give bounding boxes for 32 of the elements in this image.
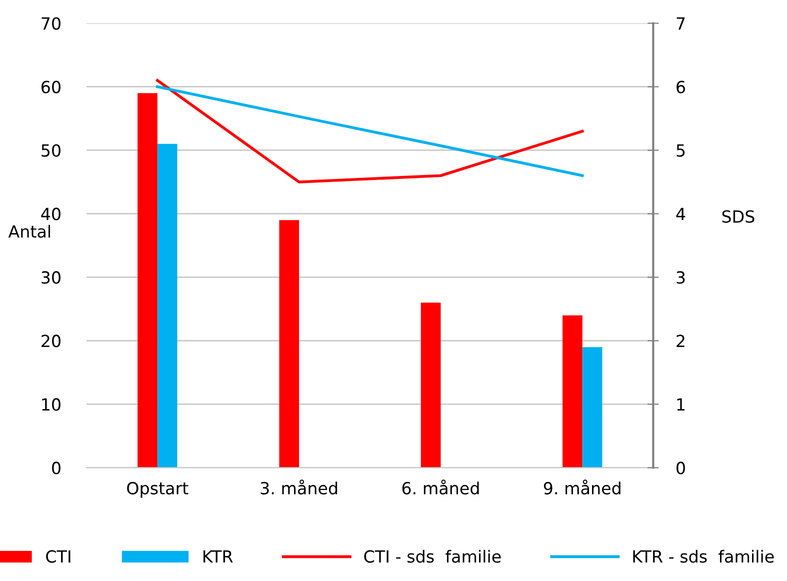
x-tick-label: Opstart (127, 482, 188, 498)
y-axis-title: Antal (8, 224, 50, 238)
y2-tick-label: 3 (676, 271, 685, 284)
y-tick-label: 40 (41, 208, 60, 220)
x-tick-label: 9. måned (544, 480, 620, 494)
bar (562, 315, 582, 468)
bar (582, 347, 602, 468)
y2-tick-label: 5 (676, 144, 685, 157)
bar (157, 144, 178, 468)
legend-label: CTI - sds familie (364, 550, 501, 563)
y-tick-label: 60 (42, 80, 60, 94)
y2-axis-title: SDS (722, 210, 754, 223)
y2-tick-label: 2 (676, 334, 684, 348)
legend-label: CTI (46, 550, 70, 563)
y2-tick-label: 6 (676, 80, 685, 94)
bar (420, 302, 441, 468)
y-tick-label: 20 (42, 334, 60, 348)
y-tick-label: 10 (42, 398, 60, 411)
legend-label: KTR - sds familie (633, 550, 774, 563)
y2-tick-label: 1 (677, 398, 684, 411)
x-tick-label: 3. måned (260, 480, 338, 494)
y2-tick-label: 4 (676, 208, 686, 220)
legend-label: KTR (204, 550, 233, 563)
y2-tick-label: 7 (676, 17, 685, 30)
y-tick-label: 50 (42, 144, 60, 157)
x-tick-label: 6. måned (402, 480, 479, 494)
y-tick-label: 30 (42, 271, 60, 284)
bar (279, 220, 300, 468)
y2-tick-label: 0 (676, 462, 685, 474)
y-tick-label: 70 (42, 17, 60, 30)
bar (138, 93, 158, 468)
y-tick-label: 0 (52, 462, 60, 474)
